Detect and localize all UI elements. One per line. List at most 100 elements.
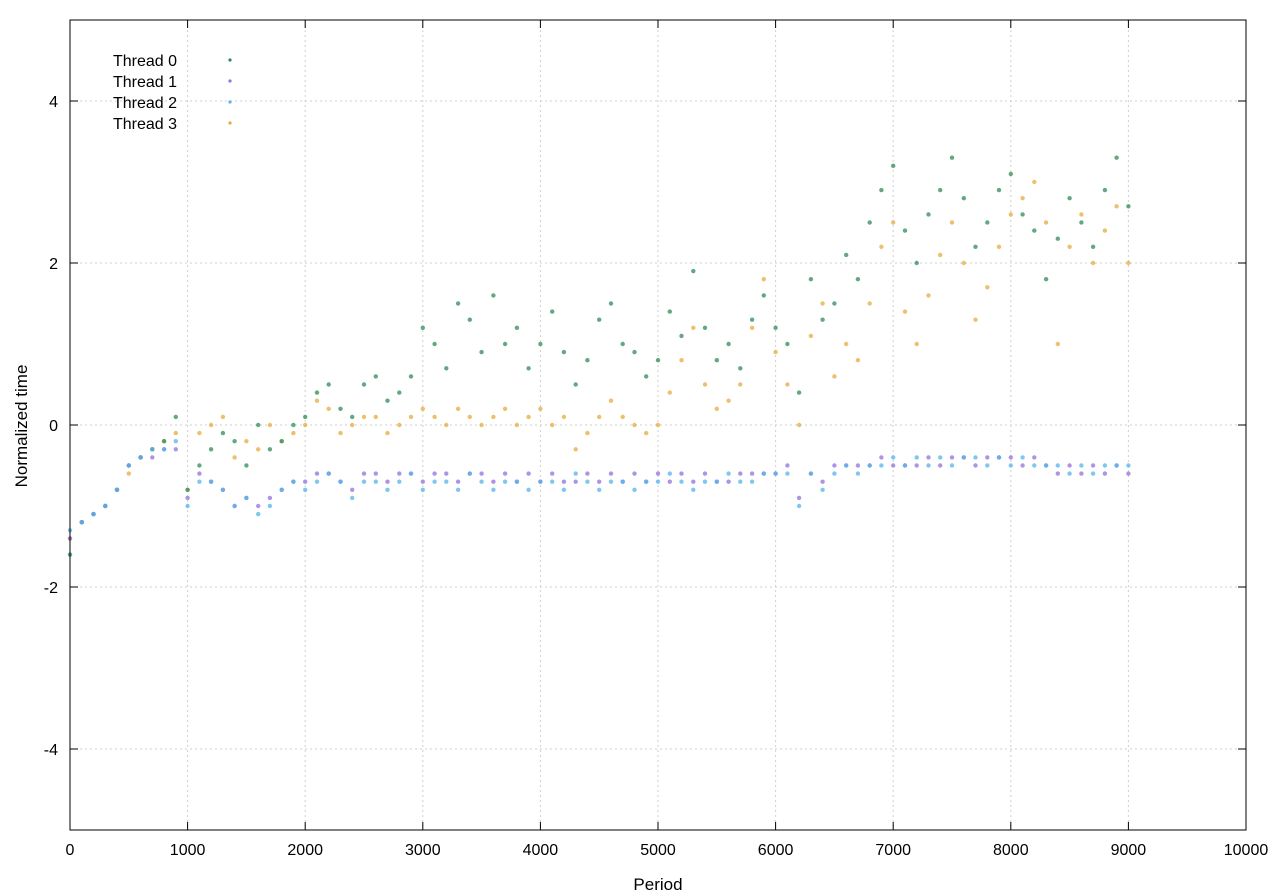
data-point — [667, 479, 672, 484]
data-point — [256, 503, 261, 509]
data-point — [244, 495, 249, 501]
data-point — [1126, 260, 1131, 266]
data-point — [702, 382, 708, 387]
data-point — [314, 471, 320, 476]
y-tick-labels: -4 -2 0 2 4 — [44, 94, 58, 759]
data-point — [808, 471, 814, 476]
data-point — [314, 479, 320, 484]
data-point — [185, 495, 190, 501]
data-point — [585, 471, 590, 476]
data-point — [608, 479, 614, 484]
data-point — [455, 479, 461, 484]
data-point — [632, 471, 637, 476]
data-point — [726, 341, 731, 347]
legend-label: Thread 3 — [113, 116, 177, 133]
data-point — [644, 374, 649, 379]
data-point — [1043, 463, 1049, 468]
data-point — [455, 301, 461, 306]
y-axis-title: Normalized time — [12, 365, 31, 488]
data-point — [502, 479, 508, 484]
data-point — [679, 471, 684, 476]
data-point — [1008, 212, 1013, 217]
y-tick-label: 2 — [49, 256, 58, 273]
data-point — [173, 439, 178, 444]
data-point — [561, 414, 567, 420]
data-point — [761, 471, 766, 476]
data-point — [444, 422, 449, 428]
series-3 — [67, 179, 1131, 541]
data-point — [820, 301, 825, 306]
data-point — [538, 479, 543, 484]
data-point — [820, 479, 825, 484]
data-point — [597, 487, 602, 492]
data-point — [1102, 471, 1108, 476]
data-point — [938, 455, 943, 460]
data-point — [1008, 171, 1013, 177]
data-point — [985, 285, 990, 290]
data-point — [244, 463, 249, 468]
data-point — [632, 422, 637, 428]
data-point — [679, 479, 684, 484]
data-point — [350, 414, 355, 420]
data-point — [455, 487, 461, 492]
data-point — [385, 487, 390, 492]
data-point — [561, 479, 567, 484]
y-tick-label: -4 — [44, 742, 58, 759]
data-point — [550, 479, 555, 484]
data-point — [785, 341, 790, 347]
data-point — [479, 471, 484, 476]
data-point — [620, 414, 625, 420]
data-point — [397, 471, 402, 476]
data-point — [1126, 471, 1131, 476]
data-point — [691, 479, 696, 484]
data-point — [408, 414, 414, 420]
data-point — [514, 325, 520, 330]
data-point — [867, 463, 872, 468]
data-point — [891, 455, 896, 460]
data-point — [844, 341, 849, 347]
data-point — [267, 495, 273, 501]
data-point — [91, 511, 96, 517]
data-point — [185, 503, 190, 509]
data-point — [608, 398, 614, 403]
data-point — [855, 277, 861, 282]
data-point — [926, 455, 931, 460]
data-point — [749, 471, 755, 476]
data-point — [879, 187, 884, 193]
data-point — [973, 244, 978, 249]
legend-label: Thread 0 — [113, 53, 177, 70]
data-point — [714, 358, 719, 363]
data-point — [808, 277, 814, 282]
data-point — [691, 325, 696, 330]
data-point — [655, 422, 661, 428]
x-tick-labels: 0 1000 2000 3000 4000 5000 6000 7000 8000 9000 100… — [66, 842, 1269, 859]
data-point — [232, 503, 237, 509]
data-point — [1114, 463, 1119, 468]
data-point — [361, 479, 367, 484]
data-point — [1055, 236, 1061, 241]
data-point — [679, 358, 684, 363]
data-point — [620, 341, 625, 347]
data-point — [479, 422, 484, 428]
data-point — [1067, 244, 1072, 249]
data-point — [749, 325, 755, 330]
data-point — [208, 479, 214, 484]
data-point — [973, 463, 978, 468]
data-point — [855, 358, 861, 363]
data-point — [1114, 155, 1119, 160]
data-point — [702, 471, 708, 476]
data-point — [785, 463, 790, 468]
data-point — [502, 406, 508, 411]
data-point — [844, 252, 849, 258]
data-point — [314, 398, 320, 403]
data-point — [726, 471, 731, 476]
data-point — [220, 487, 226, 492]
data-point — [573, 382, 578, 387]
data-point — [961, 260, 966, 266]
data-point — [926, 293, 931, 298]
data-point — [785, 382, 790, 387]
data-point — [373, 479, 378, 484]
data-point — [1102, 228, 1108, 233]
data-point — [573, 479, 578, 484]
